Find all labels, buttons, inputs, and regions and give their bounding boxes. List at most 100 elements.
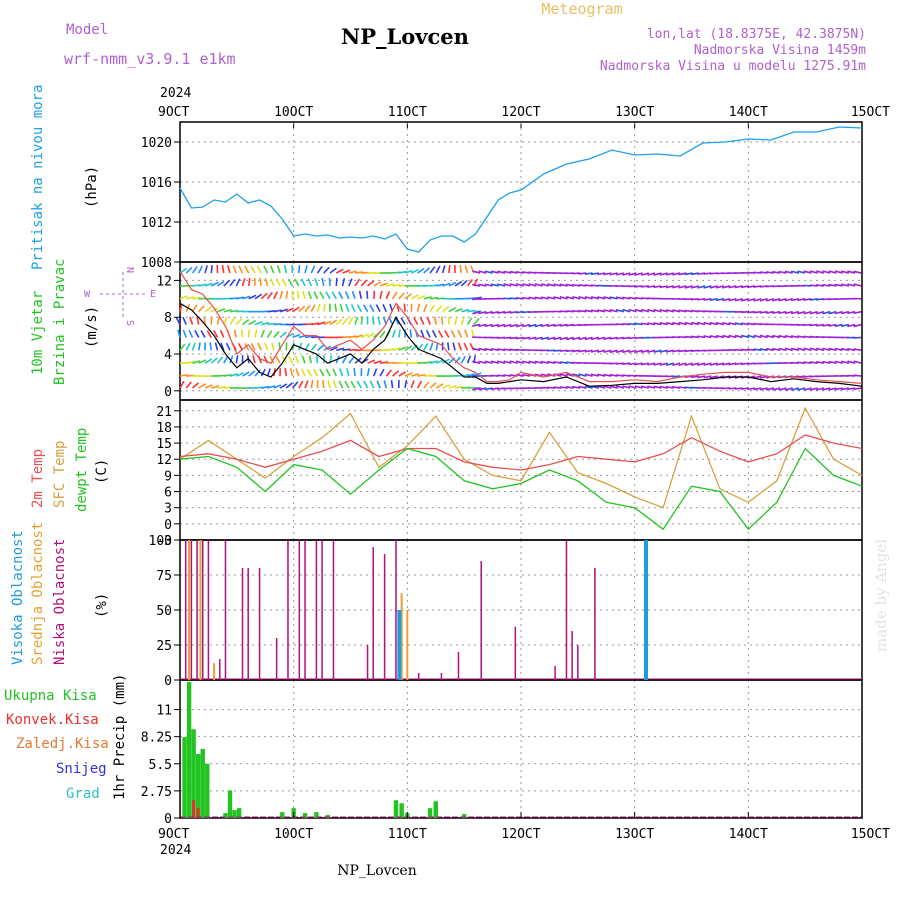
wind-arrow [196,316,200,325]
wind-arrow [697,321,706,326]
wind-arrow [534,360,543,364]
wind-arrow [609,272,618,276]
wind-arrow [185,342,191,351]
wind-arrow [553,336,562,341]
y-tick-label: 3 [164,502,172,517]
wind-arrow [665,272,675,276]
wind-arrow [385,369,393,377]
wind-arrow [503,323,512,328]
wind-arrow [840,360,850,364]
wind-arrow [478,360,487,364]
y-tick-label: 21 [156,405,172,420]
wind-arrow [584,272,593,275]
wind-arrow [448,357,456,364]
wind-arrow [797,270,806,274]
x-tick-label-bottom: 10OCT [274,827,313,842]
wind-arrow [300,278,306,287]
wind-arrow [522,296,531,300]
mid-cloud-side-label: Srednja Oblacnost [30,522,46,665]
wind-arrow [540,296,550,300]
wind-arrow [565,349,574,353]
wind-arrow [634,285,643,288]
wind-arrow [269,355,275,364]
wind-arrow [223,373,232,377]
wind-arrow [690,335,699,339]
wind-arrow [323,320,332,326]
x-tick-label-top: 13OCT [615,105,654,120]
wind-arrow [367,280,375,287]
wind-arrow [565,373,575,377]
wind-arrow [590,272,599,276]
wind-arrow [281,278,287,287]
wind-arrow [772,298,781,302]
wind-arrow [404,380,408,389]
wind-arrow [747,285,756,289]
wind-arrow [263,265,269,274]
wind-arrow [615,296,625,300]
wind-arrow [853,360,862,364]
wind-arrow [672,272,681,276]
wind-arrow [590,296,600,300]
wind-arrow [217,385,226,389]
precip-bar [227,790,233,818]
wind-arrow [615,336,625,340]
wind-arrow [264,278,269,287]
wind-arrow [382,304,388,313]
wind-arrow [298,305,306,313]
wind-arrow [703,335,712,339]
wind-arrow [847,270,856,274]
wind-arrow [778,334,787,339]
wind-arrow [697,362,706,366]
wind-arrow [229,278,236,287]
wind-arrow [431,330,438,338]
wind-arrow [653,285,662,289]
wind-arrow [478,347,487,352]
wind-arrow [279,383,288,389]
wind-arrow [350,304,356,313]
wind-arrow [198,359,207,364]
wind-arrow [490,387,499,391]
wind-arrow [715,298,725,302]
wind-arrow [840,387,850,391]
wind-arrow [853,387,862,390]
wind-arrow [828,310,837,315]
wind-arrow [559,386,568,389]
precip-bar [195,753,201,818]
wind-arrow [634,385,643,389]
wind-arrow [853,374,862,377]
wind-arrow [471,329,475,338]
wind-arrow [229,355,234,364]
wind-arrow [509,270,518,274]
wind-arrow [454,316,458,325]
wind-arrow [464,265,469,274]
wind-arrow [659,322,668,326]
wind-arrow [454,280,463,287]
wind-arrow [584,309,593,313]
wind-arrow [197,342,201,351]
wind-arrow [247,277,251,287]
wind-arrow [553,296,562,300]
wind-arrow [279,331,287,339]
wind-arrow [747,298,756,302]
wind-arrow [392,370,400,377]
wind-arrow [790,335,800,339]
wind-arrow [522,373,531,377]
wind-arrow [547,360,556,364]
wind-arrow [515,323,525,328]
wind-arrow [310,265,316,274]
wind-arrow [722,362,731,366]
wind-arrow [260,368,266,377]
wind-arrow [715,321,725,326]
product-title: Meteogram [541,0,622,18]
konv-bar [192,800,196,818]
precip-bar [302,813,308,818]
wind-arrow [229,317,235,325]
wind-arrow [297,265,301,274]
wind-arrow [321,277,325,287]
wind-arrow [647,385,656,389]
compass-w: W [84,289,91,300]
wind-arrow [220,342,225,351]
wind-arrow [316,303,321,312]
wind-arrow [628,362,637,366]
